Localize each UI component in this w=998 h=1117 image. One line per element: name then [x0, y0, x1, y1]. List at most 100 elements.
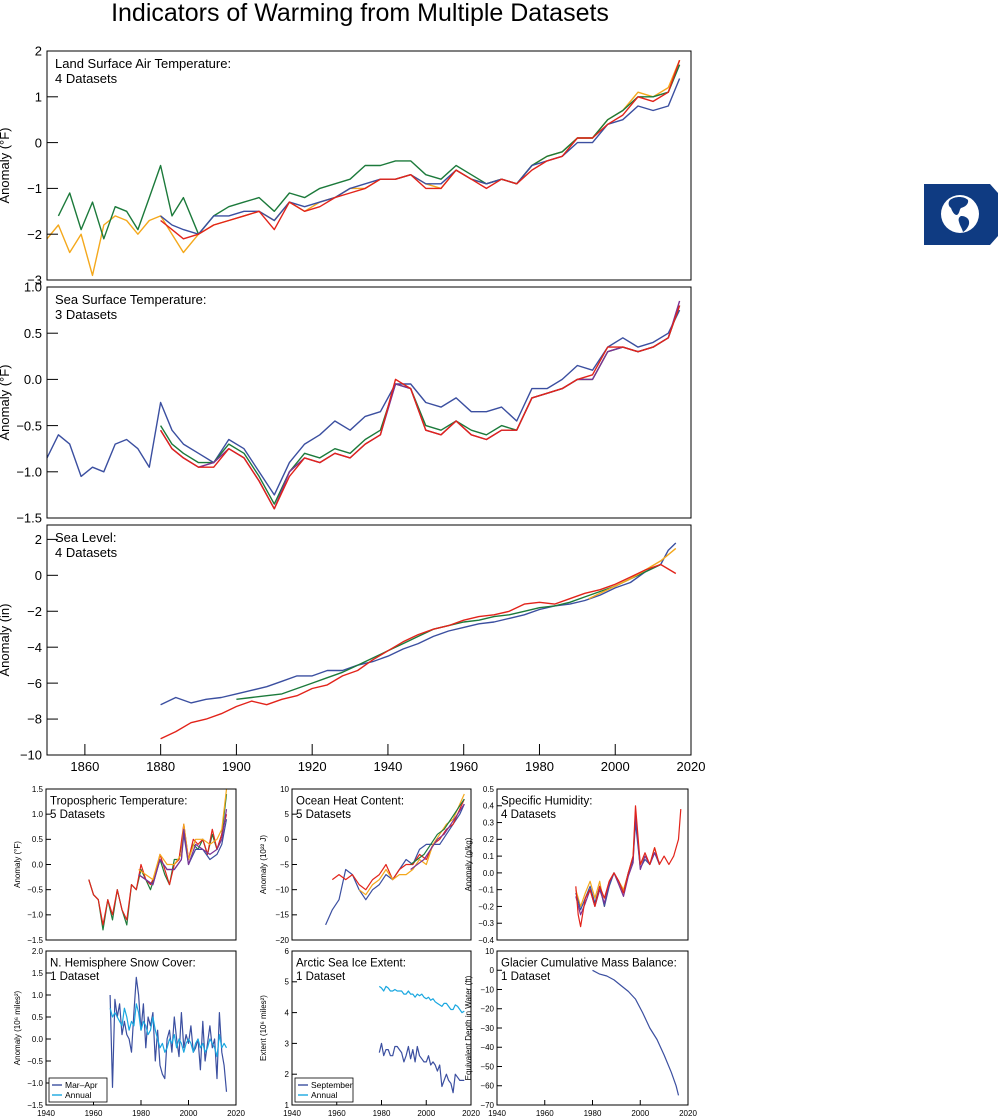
land-surface-air-temperature-ytick-label: 0 [35, 135, 42, 150]
n-hemisphere-snow-cover-ylabel: Anomaly (10⁶ miles²) [13, 990, 22, 1065]
glacier-cumulative-mass-balance-xtick-label: 1960 [536, 1109, 554, 1117]
continent-north-america [948, 197, 969, 215]
arctic-sea-ice-extent-xtick-label: 2000 [417, 1109, 435, 1117]
sea-level-series-green-1 [236, 563, 661, 700]
ocean-heat-content-title: Ocean Heat Content: [296, 796, 404, 808]
specific-humidity-ytick-label: −0.1 [478, 886, 494, 895]
specific-humidity-panel: −0.4 −0.3 −0.2 −0.1 0.0 0.1 0.2 0.3 0.4 0.5 Anomal… [464, 785, 689, 945]
sea-level-series-orange-2 [588, 547, 677, 600]
glacier-cumulative-mass-balance-ytick-label: −40 [480, 1043, 494, 1052]
glacier-cumulative-mass-balance-xtick-label: 2020 [679, 1109, 697, 1117]
sea-level-xtick-label: 1860 [70, 759, 99, 774]
tropospheric-temperature-series-orange-3 [138, 789, 228, 881]
sea-surface-temperature-series-red-3 [160, 305, 681, 510]
sea-level-title: Sea Level: [55, 530, 116, 545]
glacier-cumulative-mass-balance-ytick-label: −50 [480, 1062, 494, 1071]
tropospheric-temperature-ytick-label: 1.5 [32, 785, 44, 794]
sea-level-ytick-label: −2 [27, 604, 42, 619]
sea-level-ytick-label: −10 [20, 748, 42, 763]
land-surface-air-temperature-ytick-label: −3 [27, 273, 42, 288]
sea-surface-temperature-ytick-label: −1.5 [16, 511, 42, 526]
n-hemisphere-snow-cover-xtick-label: 2000 [180, 1109, 198, 1117]
tropospheric-temperature-ytick-label: 1.0 [32, 810, 44, 819]
land-surface-air-temperature-ytick-label: 2 [35, 44, 42, 59]
sea-level-ytick-label: −6 [27, 676, 42, 691]
tropospheric-temperature-panel: −1.5 −1.0 −0.5 0.0 0.5 1.0 1.5 Anomaly (°F) Trop… [13, 785, 237, 945]
sea-level-series-blue-0 [160, 542, 677, 706]
ocean-heat-content-series-orange-2 [358, 793, 465, 896]
ocean-heat-content-series-green-3 [410, 798, 465, 865]
glacier-cumulative-mass-balance-ytick-label: −60 [480, 1082, 494, 1091]
ocean-heat-content-series-purple-4 [410, 803, 465, 870]
sea-level-ytick-label: 0 [35, 568, 42, 583]
arctic-sea-ice-extent-xtick-label: 1960 [328, 1109, 346, 1117]
tropospheric-temperature-ytick-label: 0.5 [32, 835, 44, 844]
specific-humidity-frame [496, 788, 689, 941]
specific-humidity-ylabel: Anomaly (g/kg) [464, 837, 473, 891]
land-surface-air-temperature-title: Land Surface Air Temperature: [55, 56, 231, 71]
land-surface-air-temperature-ytick-label: −2 [27, 227, 42, 242]
sea-level-xtick-label: 1940 [373, 759, 402, 774]
specific-humidity-title: Specific Humidity: [501, 796, 592, 808]
n-hemisphere-snow-cover-subtitle: 1 Dataset [50, 971, 100, 983]
ocean-heat-content-panel: −20 −15 −10 −5 0 5 10 Anomaly (10²² J) Ocean Hea… [259, 785, 472, 945]
ocean-heat-content-ytick-label: 10 [280, 785, 289, 794]
specific-humidity-ytick-label: −0.3 [478, 919, 494, 928]
tropospheric-temperature-title: Tropospheric Temperature: [50, 796, 187, 808]
glacier-cumulative-mass-balance-ytick-label: −30 [480, 1024, 494, 1033]
glacier-cumulative-mass-balance-ytick-label: −70 [480, 1101, 494, 1110]
ocean-heat-content-series-blue-0 [325, 803, 465, 926]
glacier-cumulative-mass-balance-xtick-label: 1940 [488, 1109, 506, 1117]
specific-humidity-ytick-label: 0.4 [483, 802, 495, 811]
tropospheric-temperature-ytick-label: 0.0 [32, 860, 44, 869]
arctic-sea-ice-extent-ytick-label: 6 [285, 947, 290, 956]
sea-surface-temperature-ytick-label: 0.5 [24, 326, 42, 341]
specific-humidity-series-blue-1 [575, 821, 660, 911]
specific-humidity-ytick-label: 0.2 [483, 835, 495, 844]
specific-humidity-series-purple-2 [575, 811, 660, 916]
sea-level-xtick-label: 1880 [146, 759, 175, 774]
ocean-heat-content-ytick-label: 0 [285, 835, 290, 844]
arctic-sea-ice-extent-ytick-label: 3 [285, 1039, 290, 1048]
n-hemisphere-snow-cover-series-mar-apr [109, 976, 228, 1092]
n-hemisphere-snow-cover-ytick-label: 1.5 [32, 969, 44, 978]
sea-level-ytick-label: −4 [27, 640, 42, 655]
n-hemisphere-snow-cover-xtick-label: 1960 [85, 1109, 103, 1117]
n-hemisphere-snow-cover-ytick-label: 0.0 [32, 1035, 44, 1044]
land-surface-air-temperature-series-red-3 [160, 59, 681, 240]
ocean-heat-content-ytick-label: −20 [275, 936, 289, 945]
sea-surface-temperature-series-blue-0 [47, 309, 681, 496]
glacier-cumulative-mass-balance-title: Glacier Cumulative Mass Balance: [501, 958, 677, 970]
sea-level-ytick-label: −8 [27, 712, 42, 727]
glacier-cumulative-mass-balance-ytick-label: 10 [485, 947, 494, 956]
n-hemisphere-snow-cover-panel: −1.5 −1.0 −0.5 0.0 0.5 1.0 1.5 2.0 1940 1960 1980 2… [13, 947, 245, 1117]
sea-level-xtick-label: 2000 [601, 759, 630, 774]
arctic-sea-ice-extent-title: Arctic Sea Ice Extent: [296, 958, 406, 970]
specific-humidity-ytick-label: 0.0 [483, 869, 495, 878]
arctic-sea-ice-extent-xtick-label: 1980 [373, 1109, 391, 1117]
glacier-cumulative-mass-balance-subtitle: 1 Dataset [501, 971, 551, 983]
arctic-sea-ice-extent-legend-box [294, 1077, 354, 1103]
arctic-sea-ice-extent-series-september [378, 1042, 465, 1094]
n-hemisphere-snow-cover-ytick-label: −1.0 [27, 1079, 43, 1088]
n-hemisphere-snow-cover-ytick-label: 1.0 [32, 991, 44, 1000]
sea-level-xtick-label: 2020 [677, 759, 706, 774]
tropospheric-temperature-ytick-label: −1.5 [27, 936, 43, 945]
n-hemisphere-snow-cover-ytick-label: 0.5 [32, 1013, 44, 1022]
sea-surface-temperature-series-purple-2 [160, 300, 681, 510]
specific-humidity-ytick-label: 0.1 [483, 852, 495, 861]
sea-surface-temperature-ytick-label: −1.0 [16, 464, 42, 479]
sea-surface-temperature-ytick-label: −0.5 [16, 418, 42, 433]
arctic-sea-ice-extent-ytick-label: 1 [285, 1101, 290, 1110]
ocean-heat-content-ytick-label: 5 [285, 810, 290, 819]
land-surface-air-temperature-frame [46, 50, 692, 281]
sea-level-frame [46, 524, 692, 756]
ocean-heat-content-subtitle: 5 Datasets [296, 809, 351, 821]
n-hemisphere-snow-cover-xtick-label: 2020 [227, 1109, 245, 1117]
sea-level-subtitle: 4 Datasets [55, 545, 118, 560]
sea-surface-temperature-panel: −1.5 −1.0 −0.5 0.0 0.5 1.0 Anomaly (°F) Sea Sur… [0, 280, 692, 526]
sea-level-panel: −10 −8 −6 −4 −2 0 2 1860 1880 1900 1920 1940 1960 198… [0, 524, 706, 774]
arctic-sea-ice-extent-ytick-label: 5 [285, 978, 290, 987]
sea-level-series-red-3 [160, 563, 677, 740]
ocean-heat-content-ytick-label: −15 [275, 911, 289, 920]
